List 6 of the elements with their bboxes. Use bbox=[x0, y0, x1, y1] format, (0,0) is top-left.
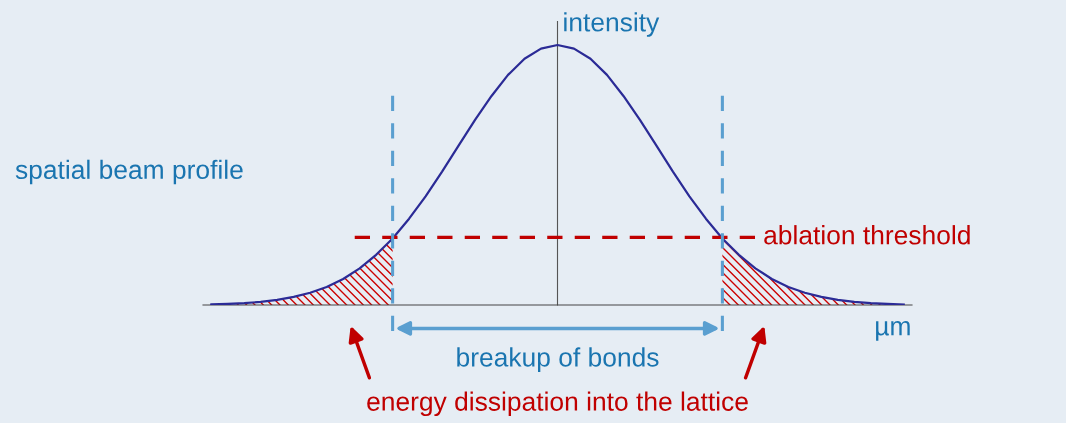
text: spatial beam profile bbox=[15, 159, 243, 185]
ref-line-label: ablation threshold bbox=[764, 225, 970, 245]
text: breakup of bonds bbox=[457, 347, 659, 372]
text: energy dissipation into the lattice bbox=[367, 391, 748, 417]
y-axis-title: intensity bbox=[564, 12, 660, 37]
x-axis-title: µm bbox=[876, 321, 910, 341]
